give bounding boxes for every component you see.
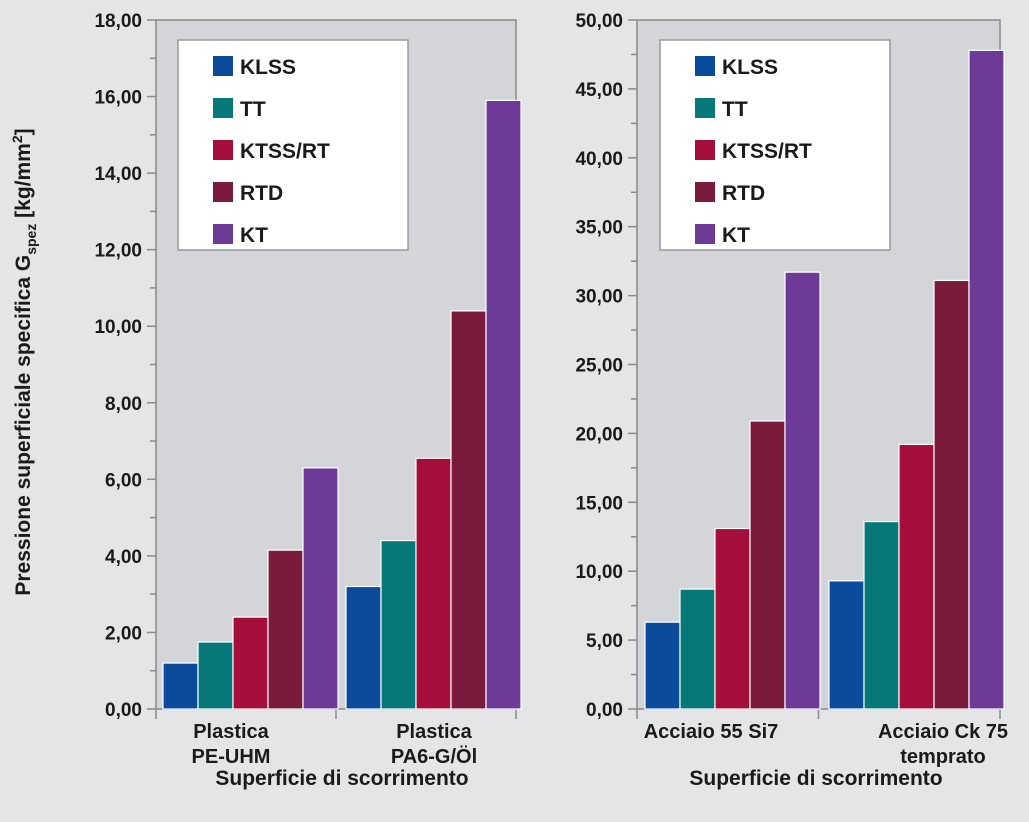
y-tick-label: 2,00 (105, 623, 142, 644)
y-tick-label: 18,00 (94, 11, 142, 32)
y-tick-label: 0,00 (105, 700, 142, 721)
y-tick-label: 16,00 (94, 88, 142, 109)
legend: KLSS TT KTSS/RT RTD KT (178, 40, 408, 250)
legend-swatch-rtd (213, 182, 233, 202)
legend-swatch-rtd (695, 182, 715, 202)
legend-label: KTSS/RT (240, 140, 330, 163)
bar-ktss-rt-2 (899, 444, 934, 709)
x-category-label: Plastica (396, 721, 472, 743)
y-tick-label: 40,00 (575, 149, 623, 170)
legend-swatch-tt (213, 98, 233, 118)
bar-klss-1 (163, 663, 198, 709)
bar-rtd-1 (750, 421, 785, 709)
bar-rtd-1 (268, 550, 303, 709)
y-tick-label: 10,00 (94, 317, 142, 338)
legend-swatch-ktss-rt (213, 140, 233, 160)
legend-label: TT (240, 98, 266, 121)
bar-kt-2 (969, 50, 1004, 709)
bar-tt-1 (198, 642, 233, 709)
y-tick-label: 12,00 (94, 241, 142, 262)
x-axis-title: Superficie di scorrimento (689, 767, 942, 790)
y-axis-label-superscript: 2 (9, 135, 25, 143)
legend-label: KTSS/RT (722, 140, 812, 163)
y-axis-label-unit: [kg/mm (12, 143, 35, 224)
y-tick-label: 6,00 (105, 470, 142, 491)
bar-rtd-2 (934, 280, 969, 709)
bar-ktss-rt-1 (715, 528, 750, 709)
bar-kt-1 (303, 468, 338, 709)
y-tick-label: 20,00 (575, 424, 623, 445)
legend-label: TT (722, 98, 748, 121)
x-axis-title: Superficie di scorrimento (215, 767, 468, 790)
bar-rtd-2 (451, 311, 486, 709)
y-axis-label-close: ] (12, 128, 35, 135)
bar-tt-1 (680, 589, 715, 709)
legend-swatch-klss (213, 56, 233, 76)
y-tick-label: 35,00 (575, 218, 623, 239)
x-category-label: Acciaio 55 Si7 (644, 721, 779, 743)
x-category-label: PA6-G/Öl (391, 745, 477, 768)
y-tick-label: 0,00 (586, 700, 623, 721)
bar-tt-2 (381, 541, 416, 709)
legend-label: KT (240, 224, 268, 247)
chart-panel-1: 0,00 2,00 4,00 6,00 8,00 10,00 12,00 14,00 16,00… (94, 11, 521, 790)
legend-label: KLSS (240, 56, 296, 79)
bar-tt-2 (864, 522, 899, 709)
bar-klss-1 (645, 622, 680, 709)
y-tick-label: 8,00 (105, 394, 142, 415)
y-tick-label: 30,00 (575, 287, 623, 308)
legend-label: RTD (722, 182, 765, 205)
y-tick-label: 5,00 (586, 631, 623, 652)
y-tick-label: 4,00 (105, 547, 142, 568)
legend: KLSS TT KTSS/RT RTD KT (660, 40, 890, 250)
legend-label: RTD (240, 182, 283, 205)
legend-swatch-kt (695, 224, 715, 244)
x-category-label: PE-UHM (192, 746, 271, 768)
bar-kt-1 (785, 272, 820, 709)
bar-ktss-rt-1 (233, 617, 268, 709)
legend-swatch-ktss-rt (695, 140, 715, 160)
y-axis-label-subscript: spez (23, 224, 39, 255)
legend-label: KT (722, 224, 750, 247)
legend-swatch-tt (695, 98, 715, 118)
y-tick-label: 15,00 (575, 493, 623, 514)
bar-ktss-rt-2 (416, 458, 451, 709)
legend-swatch-kt (213, 224, 233, 244)
bar-klss-2 (829, 581, 864, 709)
legend-swatch-klss (695, 56, 715, 76)
x-category-label: temprato (900, 746, 986, 768)
legend-label: KLSS (722, 56, 778, 79)
y-tick-label: 25,00 (575, 356, 623, 377)
y-tick-label: 45,00 (575, 80, 623, 101)
bar-kt-2 (486, 100, 521, 709)
y-tick-label: 50,00 (575, 11, 623, 32)
bar-klss-2 (346, 587, 381, 709)
y-axis-label: Pressione superficiale specifica Gspez [… (9, 128, 39, 595)
y-axis-label-main: Pressione superficiale specifica G (12, 255, 35, 596)
y-tick-label: 10,00 (575, 562, 623, 583)
x-category-label: Acciaio Ck 75 (878, 721, 1008, 743)
x-category-label: Plastica (193, 721, 269, 743)
y-tick-label: 14,00 (94, 164, 142, 185)
chart-panel-2: 0,00 5,00 10,00 15,00 20,00 25,00 30,00 35,00 40… (575, 11, 1008, 790)
